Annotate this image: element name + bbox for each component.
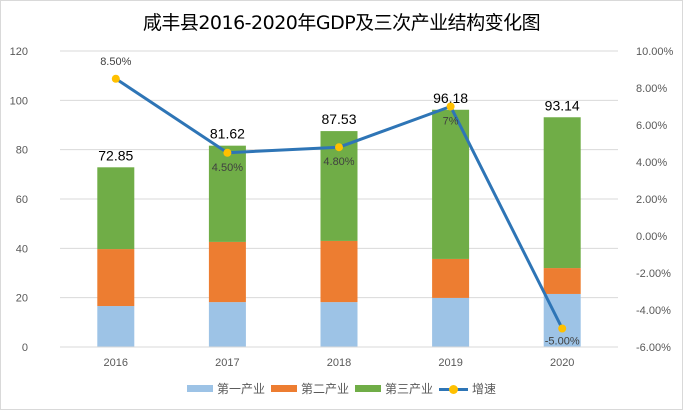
legend-item-secondary: 第二产业 [270, 380, 349, 397]
x-tick-label: 2018 [327, 357, 351, 369]
total-label: 96.18 [433, 90, 468, 106]
bars [97, 109, 581, 347]
bar-segment [97, 249, 135, 307]
legend-item-tertiary: 第三产业 [355, 380, 433, 397]
y-tick-label: 60 [16, 194, 28, 206]
x-tick-label: 2020 [550, 357, 574, 369]
y2-tick-label: -2.00% [636, 268, 671, 280]
bar-segment [320, 302, 358, 347]
y-axis-right: -6.00% -4.00% -2.00% 0.00% 2.00% 4.00% 6.00% 8.… [636, 46, 674, 354]
total-label: 93.14 [545, 97, 580, 113]
y-tick-label: 20 [16, 293, 28, 305]
bar-segment [543, 268, 581, 294]
legend-swatch-secondary [270, 385, 297, 392]
legend-label-growth: 增速 [472, 382, 497, 396]
growth-label: 8.50% [100, 56, 131, 68]
growth-marker [223, 148, 232, 157]
bar-segment [97, 167, 135, 250]
legend-line-marker-icon [439, 383, 469, 395]
growth-marker [335, 143, 343, 152]
bar-segment [432, 109, 470, 259]
x-tick-label: 2016 [104, 357, 128, 369]
growth-label: 4.50% [212, 162, 243, 174]
y2-tick-label: 2.00% [636, 194, 667, 206]
legend-label-secondary: 第二产业 [300, 382, 349, 396]
x-tick-label: 2017 [215, 357, 239, 369]
bar-segment [208, 145, 246, 242]
legend-label-tertiary: 第三产业 [385, 382, 434, 396]
growth-line [111, 74, 567, 333]
total-label: 81.62 [210, 126, 245, 142]
growth-label: 7% [443, 116, 459, 128]
bar-segment [432, 297, 470, 347]
y-tick-label: 100 [10, 95, 28, 107]
growth-marker [111, 74, 120, 83]
y-tick-label: 40 [16, 243, 28, 255]
bar-segment [543, 117, 581, 269]
legend-swatch-tertiary [355, 385, 381, 392]
y-tick-label: 80 [16, 145, 28, 157]
total-labels: 72.85 81.62 87.53 96.18 93.14 [98, 90, 580, 164]
legend-item-growth: 增速 [439, 380, 496, 397]
growth-labels: 8.50% 4.50% 4.80% 7% -5.00% [100, 56, 580, 348]
growth-label: 4.80% [323, 156, 354, 168]
y2-tick-label: -4.00% [636, 305, 671, 317]
y2-tick-label: -6.00% [636, 342, 671, 354]
y2-tick-label: 0.00% [636, 231, 667, 243]
bar-segment [208, 302, 246, 347]
x-tick-label: 2019 [438, 357, 462, 369]
y-tick-label: 120 [10, 46, 28, 58]
total-label: 87.53 [321, 111, 356, 127]
bar-segment [432, 258, 470, 298]
growth-label: -5.00% [545, 336, 580, 348]
bar-segment [320, 240, 358, 303]
bar-segment [97, 306, 135, 347]
legend-swatch-primary [186, 385, 213, 392]
bar-segment [208, 241, 246, 303]
y2-tick-label: 8.00% [636, 83, 667, 95]
x-axis: 2016 2017 2018 2019 2020 [60, 346, 618, 369]
y2-tick-label: 10.00% [636, 46, 674, 58]
y2-tick-label: 6.00% [636, 120, 667, 132]
y-tick-label: 0 [22, 342, 28, 354]
legend-label-primary: 第一产业 [216, 382, 265, 396]
chart-title: 咸丰县2016-2020年GDP及三次产业结构变化图 [142, 12, 541, 34]
legend: 第一产业 第二产业 第三产业 增速 [0, 380, 683, 397]
y2-tick-label: 4.00% [636, 157, 667, 169]
growth-marker [446, 102, 455, 111]
y-axis-left: 0 20 40 60 80 100 120 [10, 46, 28, 354]
growth-marker [558, 324, 567, 333]
total-label: 72.85 [98, 147, 133, 163]
legend-item-primary: 第一产业 [186, 380, 265, 397]
